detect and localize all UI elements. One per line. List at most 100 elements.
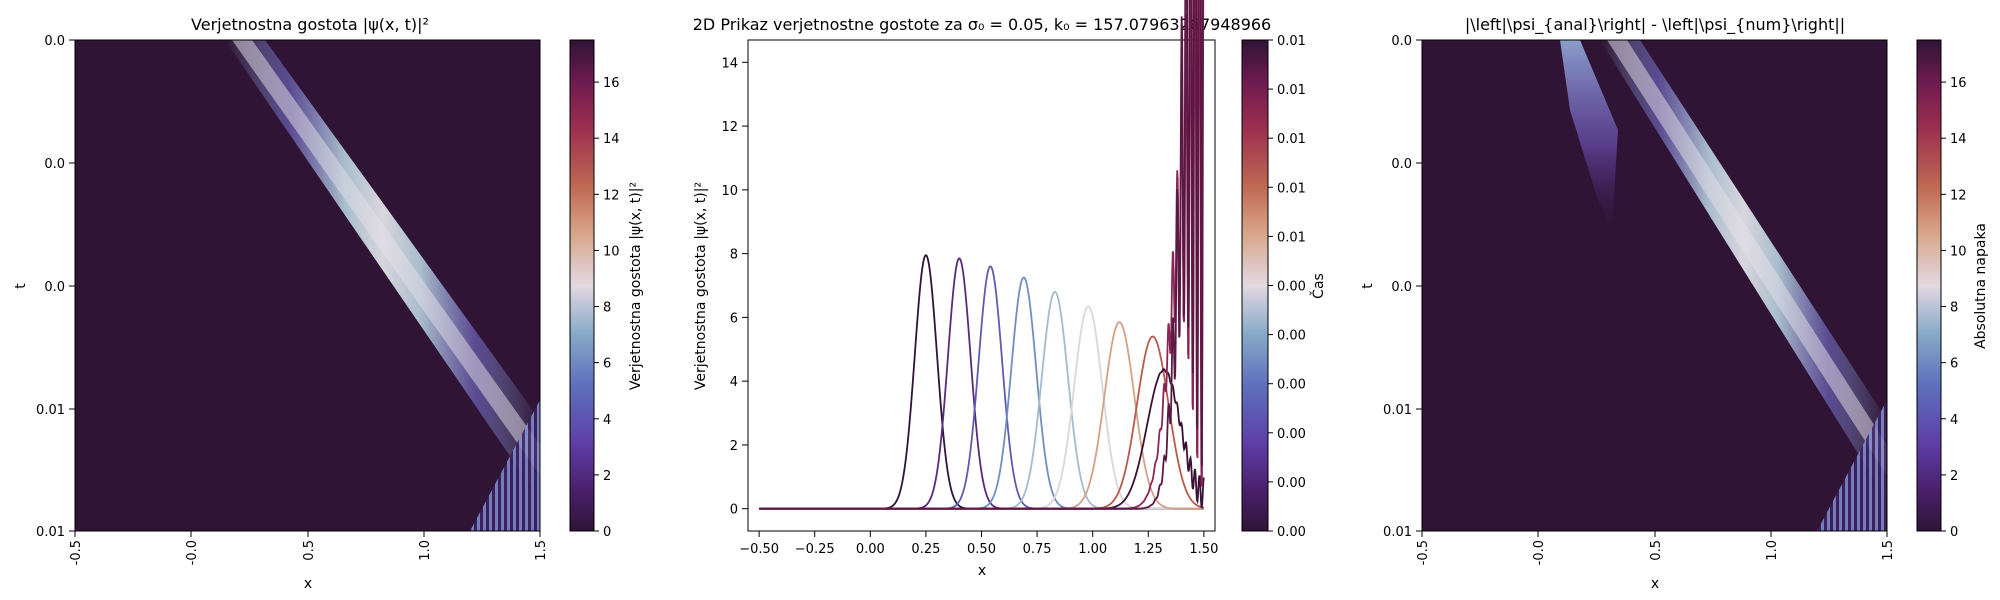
panel-1-x-tick: 1.0 xyxy=(418,540,433,561)
panel-3-ghost-packet xyxy=(1560,40,1618,230)
panel-1-colorbar-tick: 2 xyxy=(603,469,611,484)
panel-1-colorbar-tick: 16 xyxy=(603,76,620,91)
panel-1-y-tick: 0.0 xyxy=(44,157,65,172)
panel-2-colorbar-tick: 0.01 xyxy=(1277,132,1306,147)
heatmap-panel-1: Verjetnostna gostota |ψ(x, t)|² -0.5 -0.… xyxy=(13,15,644,592)
panel-3-y-tick: 0.01 xyxy=(1383,525,1412,540)
panel-1-colorbar-tick: 10 xyxy=(603,244,620,259)
panel-1-colorbar: 0 2 4 6 8 10 12 14 16 Verjetnostna gostota |ψ(x,… xyxy=(569,39,644,540)
panel-3-y-ticks: 0.0 0.0 0.0 0.01 0.01 xyxy=(1383,34,1422,540)
panel-3-x-tick: 1.5 xyxy=(1881,540,1896,561)
panel-1-x-ticks: -0.5 -0.0 0.5 1.0 1.5 xyxy=(69,531,549,565)
panel-3-x-tick: 1.0 xyxy=(1765,540,1780,561)
panel-1-ylabel: t xyxy=(13,283,29,289)
panel-2-colorbar-tick: 0.00 xyxy=(1277,476,1306,491)
panel-1-colorbar-tick: 14 xyxy=(603,132,620,147)
panel-2-y-tick: 10 xyxy=(721,184,738,199)
panel-1-y-tick: 0.0 xyxy=(44,34,65,49)
panel-1-title: Verjetnostna gostota |ψ(x, t)|² xyxy=(191,15,429,34)
panel-1-colorbar-tick: 6 xyxy=(603,357,611,372)
panel-1-colorbar-tick: 8 xyxy=(603,301,611,316)
panel-3-title: |\left|\psi_{anal}\right| - \left|\psi_{… xyxy=(1465,15,1845,35)
panel-2-y-tick: 12 xyxy=(721,120,738,135)
panel-3-x-tick: -0.5 xyxy=(1416,540,1431,565)
panel-3-colorbar-tick: 14 xyxy=(1950,132,1967,147)
panel-3-colorbar-tick: 0 xyxy=(1950,525,1958,540)
panel-2-colorbar-tick: 0.00 xyxy=(1277,427,1306,442)
panel-2-x-tick: 1.00 xyxy=(1078,542,1107,557)
panel-1-colorbar-tick: 12 xyxy=(603,188,620,203)
panel-3-x-tick: -0.0 xyxy=(1532,540,1547,565)
panel-2-y-tick: 6 xyxy=(730,311,738,326)
panel-2-x-tick: 0.50 xyxy=(967,542,996,557)
panel-3-colorbar-bar xyxy=(1916,39,1942,532)
panel-2-colorbar-tick: 0.01 xyxy=(1277,83,1306,98)
panel-1-colorbar-bar xyxy=(569,39,595,532)
panel-2-y-ticks: 0 2 4 6 8 10 12 14 xyxy=(721,56,748,518)
panel-2-colorbar-tick: 0.00 xyxy=(1277,329,1306,344)
panel-2-y-tick: 8 xyxy=(730,248,738,263)
panel-2-y-tick: 14 xyxy=(721,56,738,71)
panel-2-x-tick: −0.50 xyxy=(739,542,779,557)
panel-3-y-tick: 0.0 xyxy=(1391,157,1412,172)
panel-3-wavepacket-core xyxy=(1607,40,1887,475)
panel-1-colorbar-label: Verjetnostna gostota |ψ(x, t)|² xyxy=(628,182,644,390)
panel-2-plot-area xyxy=(747,39,1216,532)
panel-1-wavepacket-core xyxy=(232,40,540,475)
panel-3-x-ticks: -0.5 -0.0 0.5 1.0 1.5 xyxy=(1416,531,1896,565)
panel-2-x-tick: −0.25 xyxy=(795,542,835,557)
panel-1-x-tick: -0.5 xyxy=(69,540,84,565)
panel-2-x-tick: 0.25 xyxy=(911,542,940,557)
panel-1-wavepacket-band xyxy=(225,40,540,500)
panel-2-y-tick: 2 xyxy=(730,439,738,454)
panel-2-x-tick: 0.75 xyxy=(1023,542,1052,557)
panel-2-series-line-10 xyxy=(759,0,1204,510)
panel-1-colorbar-tick: 4 xyxy=(603,413,611,428)
panel-3-colorbar-label: Absolutna napaka xyxy=(1973,223,1989,349)
panel-2-colorbar: 0.00 0.00 0.00 0.00 0.00 0.00 0.01 0.01 0.01 0.01… xyxy=(1241,34,1327,540)
panel-1-colorbar-tick: 0 xyxy=(603,525,611,540)
panel-1-x-tick: 0.5 xyxy=(302,540,317,561)
panel-3-colorbar-tick: 2 xyxy=(1950,469,1958,484)
panel-2-colorbar-tick: 0.01 xyxy=(1277,181,1306,196)
heatmap-panel-3: |\left|\psi_{anal}\right| - \left|\psi_{… xyxy=(1360,15,1989,592)
panel-2-x-tick: 1.50 xyxy=(1189,542,1218,557)
panel-1-y-tick: 0.01 xyxy=(36,525,65,540)
line-panel-2: 2D Prikaz verjetnostne gostote za σ₀ = 0… xyxy=(693,0,1327,579)
panel-2-series xyxy=(759,0,1205,510)
panel-2-colorbar-tick: 0.00 xyxy=(1277,525,1306,540)
panel-2-colorbar-label: Čas xyxy=(1309,273,1327,299)
panel-3-xlabel: x xyxy=(1651,576,1659,592)
panel-3-reflection-fringes xyxy=(1817,400,1887,531)
panel-2-colorbar-tick: 0.00 xyxy=(1277,378,1306,393)
panel-1-xlabel: x xyxy=(304,576,312,592)
panel-2-colorbar-tick: 0.01 xyxy=(1277,34,1306,49)
panel-3-y-tick: 0.0 xyxy=(1391,280,1412,295)
panel-3-ylabel: t xyxy=(1360,283,1376,289)
panel-3-y-tick: 0.0 xyxy=(1391,34,1412,49)
panel-1-y-tick: 0.0 xyxy=(44,280,65,295)
panel-3-x-tick: 0.5 xyxy=(1649,540,1664,561)
panel-2-colorbar-tick: 0.01 xyxy=(1277,230,1306,245)
panel-2-y-tick: 4 xyxy=(730,375,738,390)
panel-2-xlabel: x xyxy=(978,563,986,579)
panel-2-x-tick: 0.00 xyxy=(856,542,885,557)
panel-1-y-tick: 0.01 xyxy=(36,403,65,418)
panel-2-ylabel: Verjetnostna gostota |ψ(x, t)|² xyxy=(693,182,709,390)
panel-2-colorbar-bar xyxy=(1241,39,1269,532)
panel-3-colorbar-tick: 10 xyxy=(1950,244,1967,259)
panel-3-wavepacket-band xyxy=(1600,40,1887,500)
panel-1-y-ticks: 0.0 0.0 0.0 0.01 0.01 xyxy=(36,34,75,540)
panel-3-colorbar-tick: 12 xyxy=(1950,188,1967,203)
panel-1-reflection-fringes xyxy=(470,400,540,531)
panel-3-colorbar-tick: 8 xyxy=(1950,301,1958,316)
panel-2-x-tick: 1.25 xyxy=(1134,542,1163,557)
panel-1-x-tick: -0.0 xyxy=(185,540,200,565)
panel-2-title: 2D Prikaz verjetnostne gostote za σ₀ = 0… xyxy=(693,15,1271,34)
panel-1-x-tick: 1.5 xyxy=(534,540,549,561)
panel-3-colorbar-tick: 6 xyxy=(1950,357,1958,372)
panel-2-x-ticks: −0.50 −0.25 0.00 0.25 0.50 0.75 1.00 1.25 1.50 xyxy=(739,531,1218,557)
panel-3-colorbar-tick: 4 xyxy=(1950,413,1958,428)
panel-3-y-tick: 0.01 xyxy=(1383,403,1412,418)
